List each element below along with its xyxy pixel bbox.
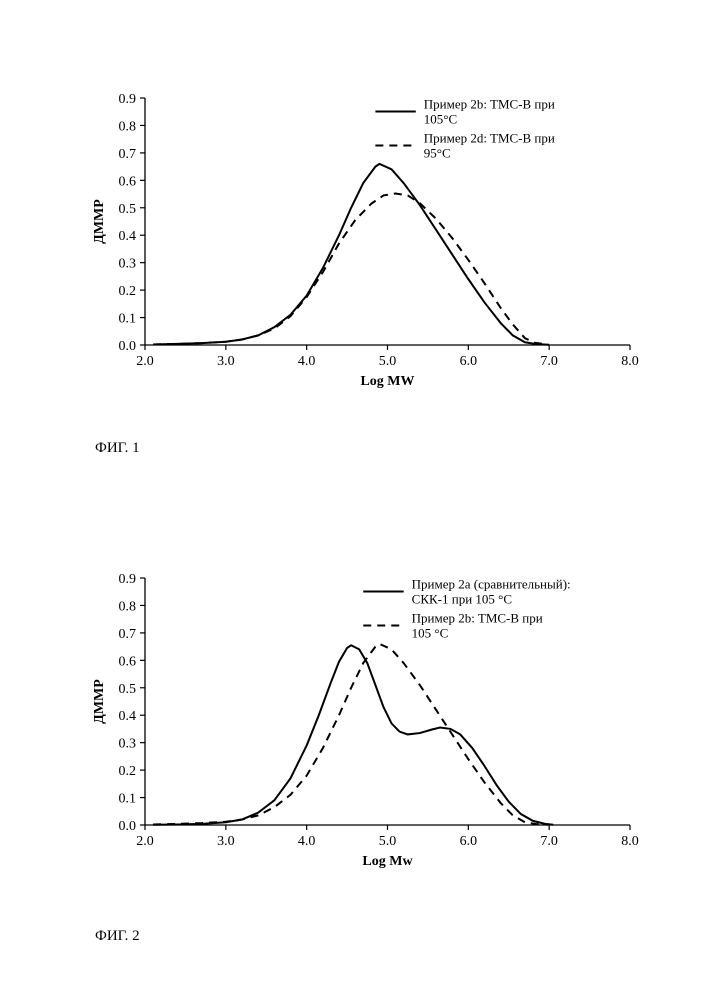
- x-tick-label: 8.0: [621, 834, 639, 849]
- y-tick-label: 0.1: [119, 312, 137, 327]
- y-tick-label: 0.1: [119, 792, 137, 807]
- y-tick-label: 0.5: [119, 202, 137, 217]
- legend-label: Пример 2a (сравнительный):: [412, 576, 571, 591]
- y-tick-label: 0.3: [119, 737, 137, 752]
- x-axis-label: Log MW: [360, 374, 414, 389]
- legend-label: 105°C: [424, 111, 457, 126]
- series-s2: [153, 194, 545, 345]
- x-tick-label: 8.0: [621, 354, 639, 369]
- legend-label: СКК-1 при 105 °C: [412, 591, 512, 606]
- y-tick-label: 0.0: [119, 819, 137, 834]
- y-tick-label: 0.7: [119, 627, 137, 642]
- legend-label: Пример 2b: TMC-B при: [424, 96, 555, 111]
- x-tick-label: 2.0: [136, 354, 154, 369]
- y-tick-label: 0.9: [119, 92, 137, 107]
- y-tick-label: 0.4: [119, 709, 137, 724]
- x-tick-label: 4.0: [298, 354, 316, 369]
- y-tick-label: 0.3: [119, 257, 137, 272]
- x-tick-label: 3.0: [217, 354, 235, 369]
- chart1-svg: 2.0 3.0 4.0 5.0 6.0 7.0 8.0 0.0 0.1 0.2 0.3 0.4 0.5 0…: [85, 80, 645, 390]
- x-tick-label: 2.0: [136, 834, 154, 849]
- x-tick-label: 6.0: [460, 354, 478, 369]
- y-tick-label: 0.6: [119, 174, 137, 189]
- x-axis-label: Log Mw: [362, 854, 413, 869]
- chart-2: 2.0 3.0 4.0 5.0 6.0 7.0 8.0 0.0 0.1 0.2 0.3 0.4 0.5 0…: [85, 560, 645, 870]
- y-tick-label: 0.9: [119, 572, 137, 587]
- series-s2: [153, 644, 549, 825]
- page: 2.0 3.0 4.0 5.0 6.0 7.0 8.0 0.0 0.1 0.2 0.3 0.4 0.5 0…: [0, 0, 725, 1000]
- legend-label: Пример 2b: TMC-B при: [412, 610, 543, 625]
- y-tick-label: 0.5: [119, 682, 137, 697]
- y-tick-label: 0.2: [119, 764, 137, 779]
- series-s1: [153, 164, 549, 345]
- figure-1-caption: ФИГ. 1: [95, 440, 140, 457]
- y-axis-label: ДММР: [92, 199, 107, 244]
- x-tick-label: 5.0: [379, 834, 397, 849]
- series-s1: [153, 645, 553, 824]
- legend-label: 95°C: [424, 145, 451, 160]
- chart-1: 2.0 3.0 4.0 5.0 6.0 7.0 8.0 0.0 0.1 0.2 0.3 0.4 0.5 0…: [85, 80, 645, 390]
- x-tick-label: 7.0: [540, 354, 558, 369]
- y-tick-label: 0.4: [119, 229, 137, 244]
- chart2-svg: 2.0 3.0 4.0 5.0 6.0 7.0 8.0 0.0 0.1 0.2 0.3 0.4 0.5 0…: [85, 560, 645, 870]
- x-tick-label: 3.0: [217, 834, 235, 849]
- y-axis-label: ДММР: [92, 679, 107, 724]
- y-tick-label: 0.7: [119, 147, 137, 162]
- y-tick-label: 0.6: [119, 654, 137, 669]
- legend-label: 105 °C: [412, 625, 449, 640]
- x-tick-label: 5.0: [379, 354, 397, 369]
- y-tick-label: 0.8: [119, 119, 137, 134]
- y-tick-label: 0.0: [119, 339, 137, 354]
- y-tick-label: 0.2: [119, 284, 137, 299]
- x-tick-label: 6.0: [460, 834, 478, 849]
- figure-2-caption: ФИГ. 2: [95, 928, 140, 945]
- x-tick-label: 4.0: [298, 834, 316, 849]
- y-tick-label: 0.8: [119, 599, 137, 614]
- legend-label: Пример 2d: TMC-B при: [424, 130, 555, 145]
- x-tick-label: 7.0: [540, 834, 558, 849]
